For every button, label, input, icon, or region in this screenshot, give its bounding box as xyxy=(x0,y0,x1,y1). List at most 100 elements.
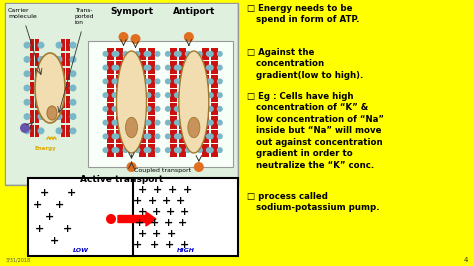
Bar xyxy=(66,39,70,51)
Text: Symport: Symport xyxy=(110,7,153,16)
Circle shape xyxy=(37,70,45,77)
Bar xyxy=(108,89,115,102)
Circle shape xyxy=(102,133,109,139)
Circle shape xyxy=(155,51,161,57)
Circle shape xyxy=(135,51,140,57)
Bar xyxy=(117,89,124,102)
Bar xyxy=(170,116,177,129)
Bar xyxy=(108,48,115,60)
Text: +: + xyxy=(164,218,173,228)
Bar xyxy=(202,89,209,102)
Bar xyxy=(5,3,238,185)
Bar xyxy=(30,125,34,137)
Circle shape xyxy=(206,120,212,126)
Circle shape xyxy=(146,120,152,126)
Circle shape xyxy=(135,133,140,139)
Circle shape xyxy=(122,92,128,98)
Text: +: + xyxy=(166,207,176,217)
Circle shape xyxy=(185,51,191,57)
Text: +: + xyxy=(181,207,190,217)
Circle shape xyxy=(197,78,203,84)
Circle shape xyxy=(208,92,214,98)
Bar xyxy=(6,4,237,184)
Circle shape xyxy=(217,133,223,139)
Bar xyxy=(35,110,39,123)
Bar xyxy=(148,130,155,143)
Circle shape xyxy=(70,56,76,63)
Text: +: + xyxy=(138,229,147,239)
Circle shape xyxy=(155,92,161,98)
Circle shape xyxy=(146,92,152,98)
Circle shape xyxy=(113,78,119,84)
Circle shape xyxy=(135,65,140,71)
Circle shape xyxy=(144,51,149,57)
Circle shape xyxy=(176,78,182,84)
Circle shape xyxy=(37,113,45,120)
Bar xyxy=(61,53,65,66)
Text: +: + xyxy=(152,229,162,239)
Text: □ process called
   sodium-potassium pump.: □ process called sodium-potassium pump. xyxy=(247,192,380,213)
Bar xyxy=(139,144,146,156)
Bar xyxy=(30,82,34,94)
Circle shape xyxy=(197,65,203,71)
Circle shape xyxy=(217,92,223,98)
Bar xyxy=(108,116,115,129)
Circle shape xyxy=(197,92,203,98)
Bar xyxy=(88,41,233,167)
Circle shape xyxy=(217,78,223,84)
Bar xyxy=(61,110,65,123)
Bar xyxy=(35,82,39,94)
Circle shape xyxy=(111,78,118,84)
Circle shape xyxy=(24,70,30,77)
Bar xyxy=(179,144,186,156)
Bar xyxy=(148,116,155,129)
Circle shape xyxy=(208,65,214,71)
Text: +: + xyxy=(138,185,147,195)
Circle shape xyxy=(208,51,214,57)
Bar xyxy=(117,61,124,74)
Circle shape xyxy=(70,70,76,77)
Circle shape xyxy=(111,120,118,126)
Circle shape xyxy=(144,120,149,126)
Circle shape xyxy=(55,70,63,77)
Circle shape xyxy=(102,147,109,153)
Bar xyxy=(108,144,115,156)
Circle shape xyxy=(206,51,212,57)
Text: □ Energy needs to be
   spend in form of ATP.: □ Energy needs to be spend in form of AT… xyxy=(247,4,359,24)
Circle shape xyxy=(113,133,119,139)
Circle shape xyxy=(135,120,140,126)
Bar xyxy=(117,116,124,129)
Circle shape xyxy=(20,123,30,133)
Circle shape xyxy=(176,92,182,98)
Bar xyxy=(148,144,155,156)
Bar xyxy=(179,48,186,60)
Circle shape xyxy=(24,42,30,49)
Bar xyxy=(170,102,177,115)
Bar xyxy=(66,82,70,94)
Circle shape xyxy=(102,65,109,71)
Text: +: + xyxy=(46,212,55,222)
Bar xyxy=(35,68,39,80)
Bar xyxy=(148,102,155,115)
Bar xyxy=(139,75,146,88)
Text: +: + xyxy=(178,218,188,228)
Circle shape xyxy=(185,133,191,139)
Circle shape xyxy=(70,42,76,49)
Bar xyxy=(148,89,155,102)
Ellipse shape xyxy=(47,106,57,120)
Circle shape xyxy=(102,51,109,57)
Circle shape xyxy=(206,78,212,84)
Circle shape xyxy=(146,106,152,112)
Text: +: + xyxy=(183,185,192,195)
Text: +: + xyxy=(136,218,145,228)
Circle shape xyxy=(165,78,171,84)
Circle shape xyxy=(206,65,212,71)
Bar xyxy=(202,144,209,156)
Circle shape xyxy=(122,106,128,112)
Bar xyxy=(35,39,39,51)
Bar xyxy=(139,89,146,102)
Bar xyxy=(66,53,70,66)
Circle shape xyxy=(165,133,171,139)
Circle shape xyxy=(155,133,161,139)
Circle shape xyxy=(135,78,140,84)
